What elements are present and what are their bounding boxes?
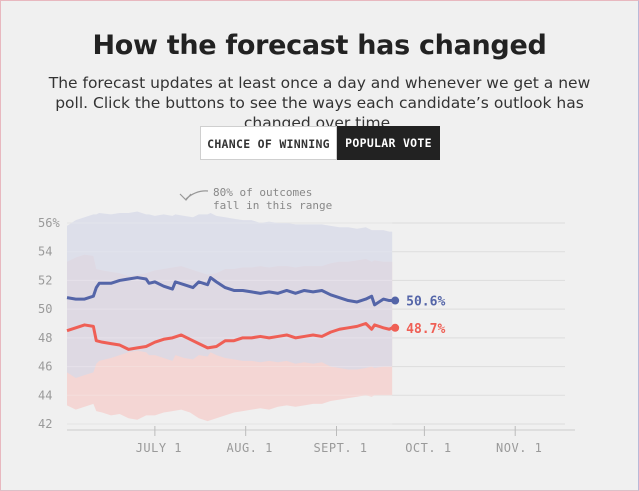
x-tick-label: AUG. 1 — [227, 441, 273, 455]
y-tick-label: 56% — [38, 216, 60, 230]
range-annotation-line2: fall in this range — [213, 199, 332, 212]
blue-end-dot — [391, 296, 400, 305]
chance-of-winning-button[interactable]: CHANCE OF WINNING — [200, 126, 337, 160]
annotation-arrow-head — [179, 193, 192, 201]
x-tick-label: NOV. 1 — [496, 441, 542, 455]
y-tick-label: 54 — [38, 245, 52, 259]
popular-vote-button[interactable]: POPULAR VOTE — [337, 126, 440, 160]
y-tick-label: 48 — [38, 331, 52, 345]
y-tick-label: 42 — [38, 417, 52, 431]
red-end-label: 48.7% — [406, 322, 445, 337]
y-tick-label: 50 — [38, 302, 52, 316]
y-tick-label: 52 — [38, 273, 52, 287]
annotation-arrow-curve — [185, 190, 209, 200]
chart-subtitle: The forecast updates at least once a day… — [48, 74, 591, 132]
red-end-dot — [391, 323, 400, 332]
blue-outcome-band — [67, 211, 393, 379]
red-series-line — [66, 322, 393, 351]
blue-series-line — [66, 276, 393, 307]
metric-toggle: CHANCE OF WINNING POPULAR VOTE — [200, 126, 440, 160]
y-tick-label: 44 — [38, 388, 52, 402]
x-tick-label: OCT. 1 — [405, 441, 451, 455]
x-tick-label: JULY 1 — [136, 441, 182, 455]
range-annotation-line1: 80% of outcomes — [213, 186, 312, 199]
x-tick-label: SEPT. 1 — [313, 441, 367, 455]
y-tick-label: 46 — [38, 360, 52, 374]
chart-title: How the forecast has changed — [92, 30, 547, 61]
blue-end-label: 50.6% — [406, 295, 445, 310]
